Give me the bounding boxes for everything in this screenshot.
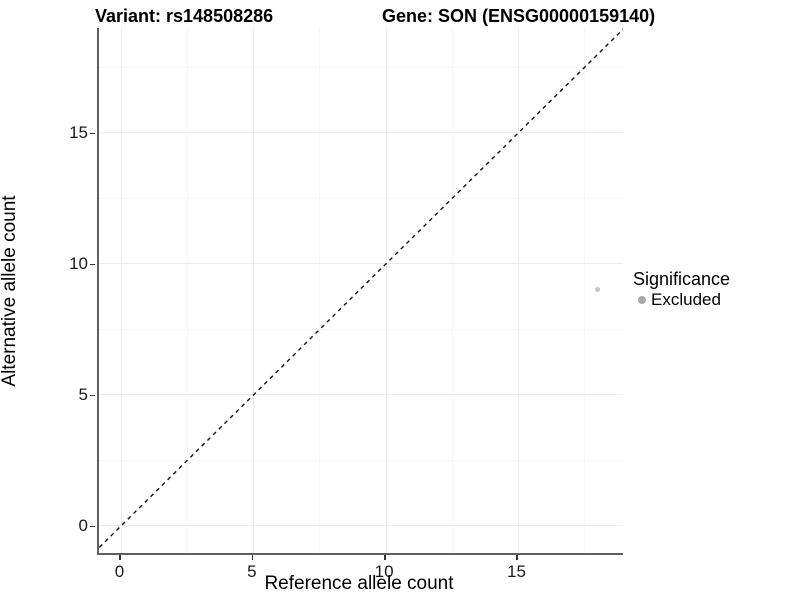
y-tick-label: 0 — [78, 515, 88, 535]
legend-title: Significance — [633, 269, 731, 289]
x-tick-mark — [384, 555, 386, 560]
identity-dashed-line — [99, 28, 623, 549]
legend-point-icon — [638, 295, 646, 304]
y-minor-gridline — [99, 197, 623, 199]
y-tick-mark — [90, 525, 95, 527]
x-major-gridline — [517, 28, 519, 553]
y-tick-mark — [90, 132, 95, 135]
plot-panel — [97, 28, 623, 555]
x-tick-mark — [516, 555, 518, 560]
y-minor-gridline — [99, 66, 623, 68]
x-tick-label: 10 — [374, 562, 394, 581]
y-minor-gridline — [99, 459, 623, 461]
x-tick-mark — [251, 555, 254, 560]
x-minor-gridline — [319, 28, 321, 553]
plot-title-variant: Variant: rs148508286 — [95, 6, 274, 26]
x-major-gridline — [253, 28, 255, 553]
legend: Significance Excluded — [633, 268, 730, 309]
x-tick-label: 5 — [247, 562, 257, 581]
x-tick-label: 0 — [114, 562, 125, 581]
x-axis-title: Reference allele count — [264, 573, 454, 594]
y-tick-mark — [90, 394, 95, 397]
y-major-gridline — [99, 394, 623, 396]
x-minor-gridline — [584, 28, 586, 553]
y-tick-label: 5 — [78, 384, 88, 404]
legend-item-label: Excluded — [651, 290, 721, 309]
x-tick-label: 15 — [506, 562, 526, 581]
x-minor-gridline — [451, 28, 453, 553]
x-minor-gridline — [187, 28, 189, 553]
y-tick-label: 10 — [69, 253, 88, 273]
x-major-gridline — [385, 28, 387, 553]
y-tick-mark — [90, 263, 95, 266]
x-tick-mark — [119, 555, 121, 560]
plot-panel-area — [99, 28, 623, 553]
x-major-gridline — [120, 28, 122, 553]
y-minor-gridline — [99, 328, 623, 330]
plot-title-gene: Gene: SON (ENSG00000159140) — [382, 6, 656, 26]
legend-item-excluded: Excluded — [638, 290, 730, 309]
y-major-gridline — [99, 525, 623, 526]
y-tick-label: 15 — [69, 122, 88, 142]
y-major-gridline — [99, 263, 623, 265]
y-axis-title: Alternative allele count — [0, 195, 20, 387]
y-major-gridline — [99, 132, 623, 134]
data-point — [595, 287, 601, 293]
